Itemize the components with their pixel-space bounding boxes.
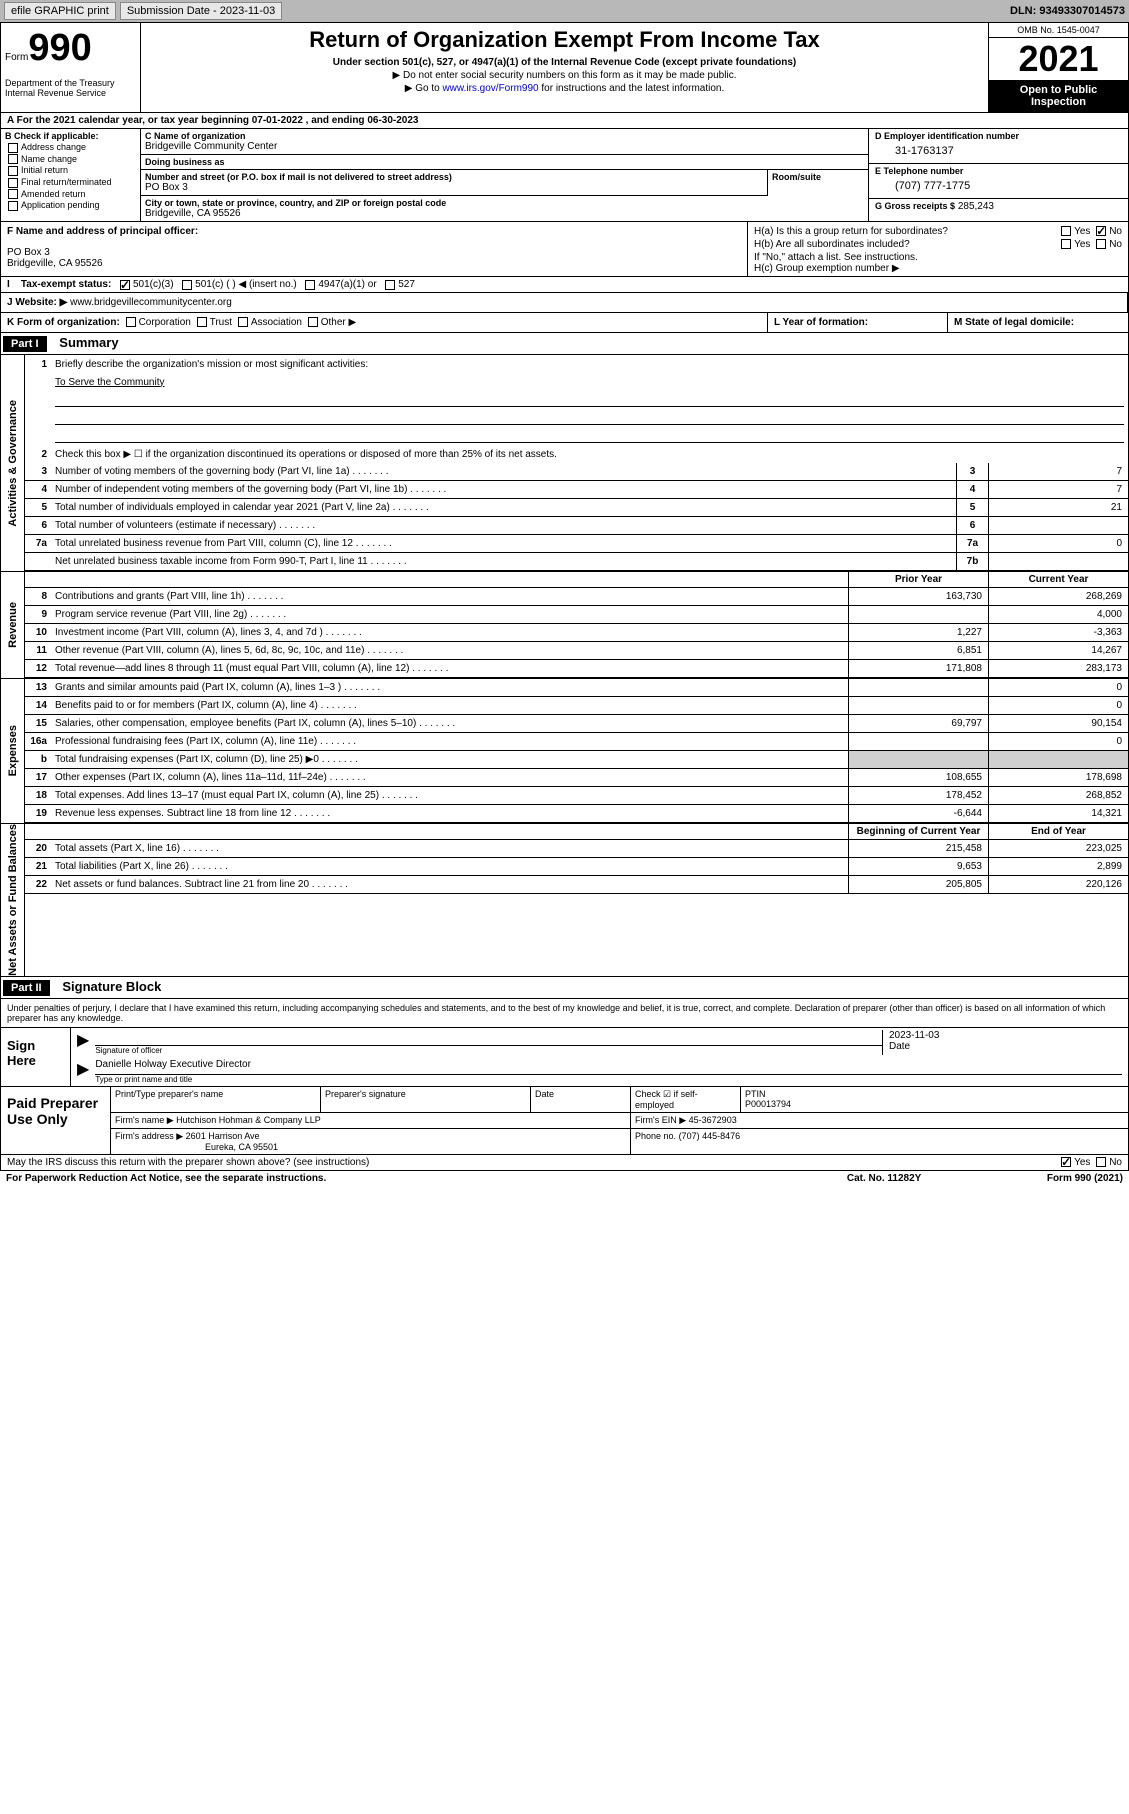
row-fh: F Name and address of principal officer:… (0, 222, 1129, 277)
submission-date: Submission Date - 2023-11-03 (120, 2, 282, 20)
ha-no[interactable] (1096, 226, 1106, 236)
department: Department of the Treasury Internal Reve… (5, 78, 136, 98)
discuss-no[interactable] (1096, 1157, 1106, 1167)
discuss-row: May the IRS discuss this return with the… (0, 1155, 1129, 1171)
inspection-notice: Open to Public Inspection (989, 80, 1128, 112)
gross-receipts: 285,243 (958, 201, 994, 212)
footer: For Paperwork Reduction Act Notice, see … (0, 1171, 1129, 1186)
officer-name: Danielle Holway Executive Director (95, 1059, 1122, 1075)
hb-yes[interactable] (1061, 239, 1071, 249)
irs-link[interactable]: www.irs.gov/Form990 (442, 83, 538, 94)
checkbox-amended[interactable] (8, 189, 18, 199)
firm-ein: 45-3672903 (689, 1115, 737, 1125)
checkbox-final-return[interactable] (8, 178, 18, 188)
row-i-tax-status: I Tax-exempt status: 501(c)(3) 501(c) ( … (0, 277, 1129, 293)
tax-year: 2021 (989, 38, 1128, 80)
phone: (707) 777-1775 (875, 176, 1122, 196)
signature-block: Under penalties of perjury, I declare th… (0, 999, 1129, 1155)
hb-no[interactable] (1096, 239, 1106, 249)
box-b: B Check if applicable: Address change Na… (1, 129, 141, 221)
efile-button[interactable]: efile GRAPHIC print (4, 2, 116, 20)
org-info-row: B Check if applicable: Address change Na… (0, 129, 1129, 222)
part1-revenue: Revenue Prior YearCurrent Year 8Contribu… (0, 572, 1129, 679)
website: www.bridgevillecommunitycenter.org (70, 297, 232, 308)
signature-date: 2023-11-03 (889, 1030, 1122, 1041)
part1-header: Part I Summary (0, 333, 1129, 355)
group-return: H(a) Is this a group return for subordin… (748, 222, 1128, 276)
ha-yes[interactable] (1061, 226, 1071, 236)
part1-netassets: Net Assets or Fund Balances Beginning of… (0, 824, 1129, 977)
topbar: efile GRAPHIC print Submission Date - 20… (0, 0, 1129, 22)
checkbox-initial-return[interactable] (8, 166, 18, 176)
org-name: Bridgeville Community Center (145, 141, 864, 152)
ptin: P00013794 (745, 1099, 1124, 1109)
part1-expenses: Expenses 13Grants and similar amounts pa… (0, 679, 1129, 824)
form-title: Return of Organization Exempt From Incom… (145, 27, 984, 53)
org-city: Bridgeville, CA 95526 (145, 208, 864, 219)
part2-header: Part II Signature Block (0, 977, 1129, 999)
instruction-1: ▶ Do not enter social security numbers o… (145, 70, 984, 81)
box-c: C Name of organization Bridgeville Commu… (141, 129, 868, 221)
checkbox-pending[interactable] (8, 201, 18, 211)
part1-governance: Activities & Governance 1Briefly describ… (0, 355, 1129, 572)
501c3-checkbox[interactable] (120, 280, 130, 290)
dln: DLN: 93493307014573 (1010, 5, 1125, 17)
checkbox-name-change[interactable] (8, 154, 18, 164)
omb-number: OMB No. 1545-0047 (989, 23, 1128, 38)
form-number: 990 (28, 27, 91, 70)
checkbox-address-change[interactable] (8, 143, 18, 153)
discuss-yes[interactable] (1061, 1157, 1071, 1167)
box-d: D Employer identification number 31-1763… (868, 129, 1128, 221)
row-a-tax-year: A For the 2021 calendar year, or tax yea… (0, 113, 1129, 129)
org-address: PO Box 3 (145, 182, 763, 193)
ein: 31-1763137 (875, 141, 1122, 161)
instruction-2: ▶ Go to www.irs.gov/Form990 for instruct… (145, 83, 984, 94)
form-header: Form 990 Department of the Treasury Inte… (0, 22, 1129, 113)
form-prefix: Form (5, 52, 28, 63)
mission: To Serve the Community (55, 377, 165, 388)
firm-name: Hutchison Hohman & Company LLP (176, 1115, 321, 1125)
row-j-website: J Website: ▶ www.bridgevillecommunitycen… (0, 293, 1129, 313)
principal-officer: F Name and address of principal officer:… (1, 222, 748, 276)
form-subtitle: Under section 501(c), 527, or 4947(a)(1)… (145, 57, 984, 68)
firm-phone: (707) 445-8476 (679, 1131, 741, 1141)
row-klm: K Form of organization: Corporation Trus… (0, 313, 1129, 333)
